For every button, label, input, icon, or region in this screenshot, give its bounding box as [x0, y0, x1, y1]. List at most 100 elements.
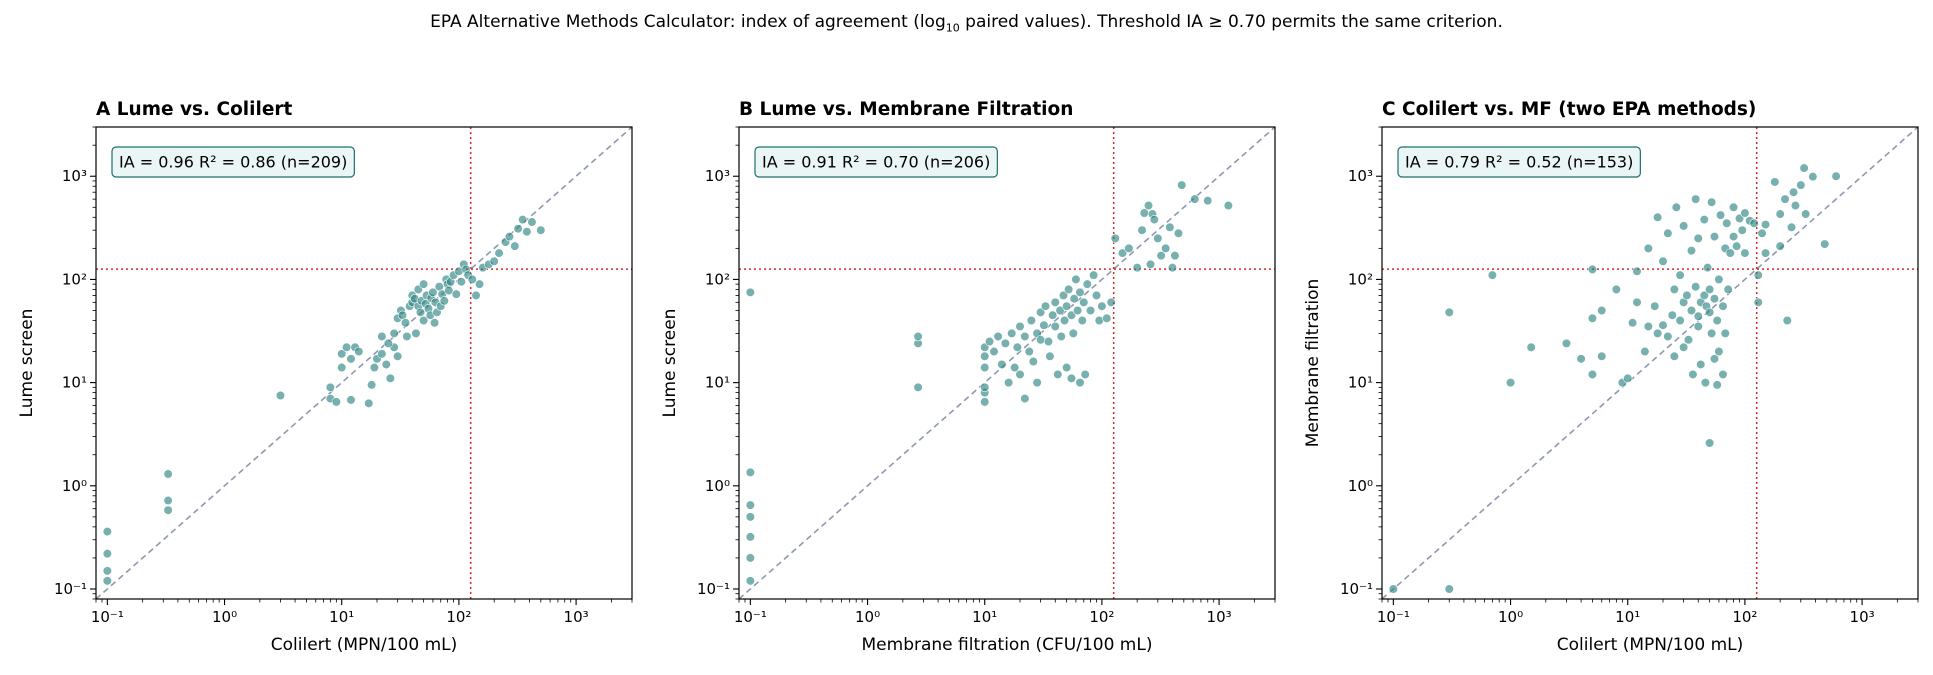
data-point [980, 351, 990, 361]
data-point [369, 362, 379, 373]
data-point [1036, 335, 1046, 345]
data-point [1203, 196, 1213, 206]
data-point [1015, 369, 1025, 380]
data-point [1671, 202, 1681, 212]
data-point [1156, 251, 1166, 261]
data-point [1124, 243, 1134, 253]
y-tick-label: 10⁻¹ [1340, 580, 1373, 598]
figure-title-suffix: paired values). Threshold IA ≥ 0.70 perm… [959, 12, 1503, 32]
data-point [1770, 177, 1780, 187]
data-point [1097, 301, 1107, 311]
stats-text: IA = 0.91 R² = 0.70 (n=206) [762, 153, 990, 172]
data-point [1117, 248, 1128, 258]
y-tick-label: 10¹ [62, 374, 87, 392]
data-point [745, 532, 755, 542]
data-point [1143, 200, 1154, 211]
data-point [337, 362, 347, 373]
data-point [1714, 274, 1724, 285]
data-point [341, 342, 352, 352]
data-point [1177, 180, 1187, 190]
data-point [1780, 194, 1790, 204]
panel-b: 10⁻¹ 10⁰ 10¹ 10² 10³ 10⁻¹ 10⁰ 10¹ 10² 10³ Membrane… [660, 99, 1276, 655]
x-tick-label: 10⁻¹ [91, 608, 124, 626]
data-point [439, 296, 449, 306]
data-point [1686, 305, 1697, 316]
data-point [536, 225, 546, 235]
data-point [415, 307, 426, 317]
data-point [377, 349, 387, 359]
data-point [1165, 222, 1175, 232]
data-point [1753, 297, 1763, 307]
data-point [1487, 270, 1497, 280]
data-point [745, 576, 755, 586]
data-point [1576, 354, 1586, 364]
data-point [1069, 294, 1079, 304]
data-point [444, 285, 454, 296]
data-point [1173, 228, 1184, 238]
data-point [1058, 290, 1069, 301]
data-point [1718, 369, 1728, 380]
data-point [402, 331, 412, 342]
figure-title-prefix: EPA Alternative Methods Calculator: inde… [430, 12, 946, 32]
subplot-title: C Colilert vs. MF (two EPA methods) [1382, 99, 1756, 120]
x-axis-label: Colilert (MPN/100 mL) [1557, 635, 1743, 655]
x-tick-label: 10⁻¹ [1377, 608, 1410, 626]
y-tick-label: 10¹ [705, 374, 730, 392]
data-point [494, 248, 504, 258]
data-point [513, 224, 523, 234]
x-tick-label: 10³ [564, 608, 589, 626]
data-point [1587, 369, 1598, 380]
data-point [1080, 369, 1090, 380]
data-point [1036, 307, 1046, 317]
data-point [467, 274, 477, 285]
x-tick-label: 10⁰ [855, 608, 880, 626]
data-point [1715, 210, 1726, 220]
data-point [1775, 241, 1785, 251]
x-axis-label: Membrane filtration (CFU/100 mL) [862, 635, 1153, 655]
data-point [1658, 320, 1668, 330]
x-tick-label: 10⁻¹ [734, 608, 767, 626]
data-point [1669, 351, 1679, 361]
y-tick-label: 10¹ [1348, 374, 1373, 392]
data-point [527, 217, 537, 227]
data-point [1632, 297, 1642, 307]
data-point [1066, 373, 1077, 383]
data-point [429, 318, 440, 328]
data-point [1587, 313, 1598, 323]
subplot-title: A Lume vs. Colilert [96, 99, 293, 120]
x-tick-label: 10³ [1850, 608, 1875, 626]
stats-box [1397, 146, 1641, 178]
data-point [1077, 315, 1087, 326]
data-point [1831, 171, 1841, 181]
data-point [1749, 218, 1759, 228]
data-point [1723, 284, 1733, 295]
data-point [1643, 243, 1653, 253]
data-point [383, 338, 393, 348]
data-point [1705, 438, 1715, 448]
data-point [1079, 297, 1089, 307]
data-point [428, 287, 438, 297]
data-point [1040, 301, 1051, 311]
data-point [1693, 311, 1703, 321]
data-point [364, 398, 374, 408]
data-point [1110, 233, 1120, 243]
data-point [1062, 362, 1072, 373]
data-point [419, 279, 429, 289]
data-point [1683, 335, 1694, 345]
data-point [1149, 214, 1159, 225]
data-point [1045, 351, 1055, 361]
data-point [1012, 342, 1022, 352]
plot-frame [1381, 126, 1919, 600]
data-point [275, 390, 286, 401]
plot-frame [738, 126, 1276, 600]
data-point [1632, 266, 1642, 276]
identity-line [1382, 127, 1918, 599]
data-point [504, 232, 515, 242]
stats-text: IA = 0.96 R² = 0.86 (n=209) [119, 153, 347, 172]
data-point [1611, 284, 1621, 295]
data-point [1000, 338, 1010, 348]
y-tick-label: 10² [1348, 270, 1373, 288]
data-point [1675, 315, 1685, 326]
data-point [1085, 305, 1096, 316]
y-tick-label: 10³ [62, 167, 87, 185]
